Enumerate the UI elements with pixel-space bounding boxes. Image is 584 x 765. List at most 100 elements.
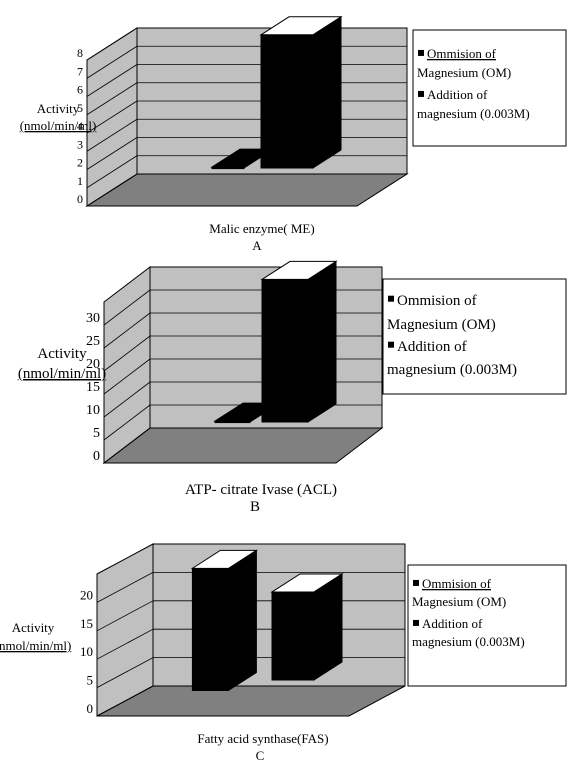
- y-tick-label: 15: [80, 616, 93, 631]
- y-axis-title: Activity: [12, 620, 55, 635]
- side-gridline: [86, 118, 138, 152]
- chart-a: 0 1 2 3 4 5 6 7 8 Activity (nmol/min/ml) Malic enzy…: [20, 15, 567, 253]
- legend-entry: Addition of: [397, 339, 467, 355]
- legend-box: [382, 278, 567, 395]
- legend-swatch: [418, 90, 424, 97]
- legend-entry: magnesium (0.003M): [387, 362, 517, 378]
- side-gridline: [86, 155, 138, 189]
- panel-letter: C: [256, 748, 265, 763]
- side-gridline: [103, 312, 151, 349]
- side-gridline: [103, 404, 151, 441]
- legend-entry: magnesium (0.003M): [417, 106, 530, 121]
- legend-swatch: [413, 579, 419, 586]
- chart-floor: [102, 427, 384, 464]
- y-tick-label: 0: [77, 192, 83, 206]
- bar-side-face: [307, 260, 337, 423]
- side-gridline: [103, 289, 151, 326]
- legend-entry: Magnesium (OM): [417, 65, 511, 80]
- legend-box: [407, 564, 567, 687]
- bar-addition: [270, 573, 344, 681]
- category-label: Fatty acid synthase(FAS): [197, 731, 328, 746]
- legend-swatch: [413, 619, 419, 626]
- side-gridline: [86, 137, 138, 170]
- bar-side-face: [313, 573, 343, 681]
- legend: Ommision of Magnesium (OM) Addition of magn…: [382, 278, 567, 395]
- side-gridline: [86, 45, 138, 79]
- y-tick-label: 5: [77, 101, 83, 115]
- y-tick-label: 25: [86, 334, 100, 349]
- y-tick-label: 30: [86, 311, 100, 326]
- y-axis-unit: (nmol/min/ml): [20, 118, 97, 133]
- side-gridline: [86, 100, 138, 134]
- y-tick-label: 3: [77, 137, 83, 151]
- chart-b: 0 5 10 15 20 25 30 Activity (nmol/min/ml) ATP- ci…: [18, 260, 567, 515]
- y-tick-label: 5: [93, 426, 100, 441]
- side-gridline: [103, 358, 151, 395]
- y-tick-label: 6: [77, 83, 83, 97]
- bar-addition: [260, 260, 338, 423]
- bar-front-face: [261, 278, 309, 423]
- legend: Ommision of Magnesium (OM) Addition of magn…: [407, 564, 567, 687]
- y-axis-unit: (nmol/min/ml): [0, 638, 71, 653]
- side-gridline: [86, 64, 138, 97]
- y-tick-label: 10: [80, 644, 93, 659]
- y-axis-title: Activity: [37, 346, 87, 362]
- side-gridline: [86, 82, 138, 116]
- y-tick-label: 15: [86, 380, 100, 395]
- panel-letter: B: [250, 499, 260, 515]
- y-axis-unit: (nmol/min/ml): [18, 366, 106, 382]
- bar-top-face: [260, 260, 338, 280]
- legend-swatch: [388, 341, 394, 348]
- side-gridline: [103, 427, 151, 464]
- legend-entry: Ommision of: [422, 576, 492, 591]
- bar-top-face: [190, 549, 259, 569]
- y-tick-label: 20: [86, 357, 100, 372]
- legend-box: [412, 29, 567, 147]
- category-label: Malic enzyme( ME): [209, 221, 314, 236]
- y-tick-label: 7: [77, 64, 83, 78]
- legend-entry: Addition of: [427, 87, 488, 102]
- y-tick-label: 5: [87, 673, 94, 688]
- bar-front-face: [260, 34, 314, 169]
- legend-entry: Ommision of: [427, 46, 497, 61]
- y-axis-title: Activity: [37, 101, 80, 116]
- bar-top-face: [270, 573, 344, 593]
- y-tick-label: 8: [77, 46, 83, 60]
- bar-side-face: [312, 15, 342, 169]
- bar-front-face: [271, 591, 315, 681]
- legend-swatch: [418, 49, 424, 56]
- bar-top-face: [259, 16, 343, 36]
- bar-front-face: [191, 567, 229, 692]
- side-gridline: [96, 685, 154, 717]
- bar-om: [190, 549, 259, 692]
- y-tick-label: 2: [77, 156, 83, 170]
- category-label: ATP- citrate Ivase (ACL): [185, 482, 337, 498]
- side-gridline: [86, 173, 138, 207]
- side-gridline: [96, 600, 154, 632]
- legend: Ommision of Magnesium (OM) Addition of magn…: [412, 29, 567, 147]
- legend-entry: Magnesium (OM): [412, 594, 506, 609]
- y-tick-label: 0: [93, 449, 100, 464]
- y-tick-label: 0: [87, 701, 94, 716]
- side-gridline: [96, 628, 154, 660]
- side-gridline: [96, 572, 154, 603]
- bar-side-face: [227, 549, 257, 692]
- legend-entry: magnesium (0.003M): [412, 634, 525, 649]
- legend-swatch: [388, 295, 394, 302]
- panel-letter: A: [252, 238, 262, 253]
- side-gridline: [103, 381, 151, 418]
- bar-addition: [259, 15, 343, 169]
- legend-entry: Addition of: [422, 616, 483, 631]
- y-tick-label: 20: [80, 587, 93, 602]
- y-tick-label: 4: [77, 119, 83, 133]
- y-tick-label: 1: [77, 174, 83, 188]
- side-gridline: [86, 27, 138, 61]
- chart-c: 0 5 10 15 20 Activity (nmol/min/ml) Fatty acid …: [0, 543, 567, 763]
- side-gridline: [103, 335, 151, 372]
- side-gridline: [96, 657, 154, 688]
- legend-entry: Magnesium (OM): [387, 317, 496, 333]
- y-tick-label: 10: [86, 403, 100, 418]
- legend-entry: Ommision of: [397, 293, 477, 309]
- chart-floor: [85, 173, 409, 207]
